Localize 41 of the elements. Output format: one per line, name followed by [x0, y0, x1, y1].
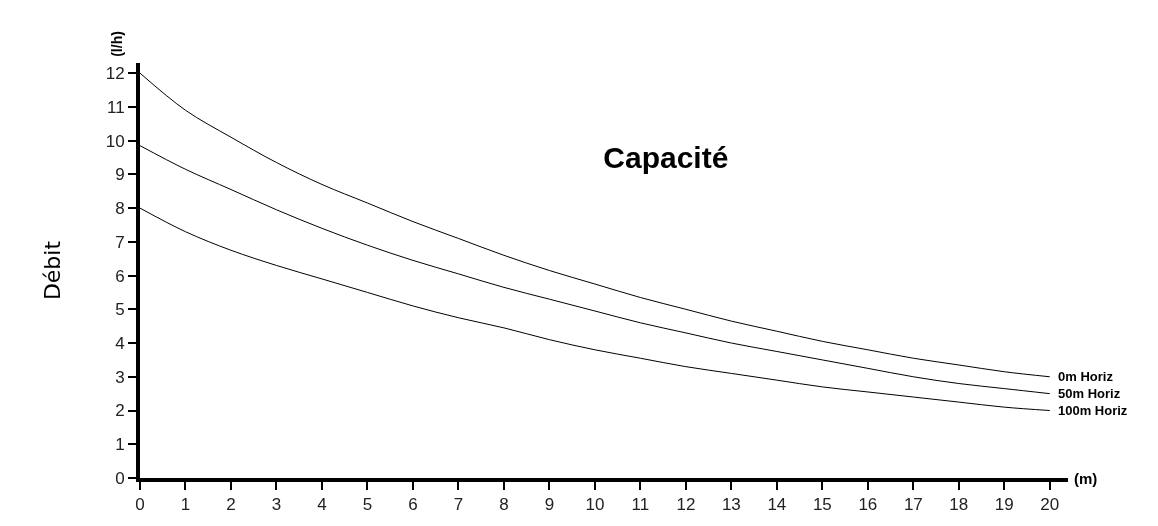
x-tick-label: 6	[408, 495, 418, 515]
text: (m)	[1074, 470, 1098, 487]
series-label: 50m Horiz	[1058, 386, 1121, 401]
y-tick-label: 2	[115, 401, 125, 421]
y-tick-label: 7	[115, 232, 125, 252]
x-tick-label: 1	[180, 495, 191, 515]
x-tick-label: 9	[544, 495, 555, 515]
x-tick-label: 4	[317, 495, 327, 515]
y-tick-label: 3	[115, 367, 125, 387]
y-tick-label: 9	[115, 165, 125, 185]
x-tick-label: 5	[362, 495, 373, 515]
x-tick-label: 7	[453, 495, 464, 515]
x-tick-label: 20	[1040, 495, 1060, 515]
series-label: 0m Horiz	[1058, 369, 1114, 384]
y-tick-label: 12	[105, 64, 125, 84]
y-tick-label: 11	[106, 97, 125, 117]
x-tick-label: 0	[135, 495, 145, 515]
y-tick-label: 5	[115, 300, 125, 320]
x-tick-label: 16	[858, 495, 878, 515]
x-tick-label: 10	[585, 495, 605, 515]
y-tick-label: 10	[105, 131, 125, 151]
text: (l/h)	[108, 31, 125, 57]
text: Capacité	[603, 141, 729, 175]
x-tick-label: 12	[676, 495, 696, 515]
y-tick-label: 6	[115, 266, 125, 286]
y-tick-label: 1	[115, 435, 125, 455]
y-tick-label: 8	[115, 199, 125, 219]
x-tick-label: 11	[631, 495, 650, 515]
x-tick-label: 2	[226, 495, 236, 515]
x-tick-label: 18	[949, 495, 969, 515]
series-label: 100m Horiz	[1058, 403, 1128, 418]
y-tick-label: 4	[115, 333, 125, 353]
x-tick-label: 13	[721, 495, 741, 515]
x-tick-label: 19	[994, 495, 1014, 515]
x-tick-label: 3	[271, 495, 282, 515]
y-axis-title: Débit	[39, 240, 65, 301]
x-tick-label: 8	[499, 495, 509, 515]
x-tick-label: 15	[812, 495, 832, 515]
x-tick-label: 14	[767, 495, 787, 515]
y-tick-label: 0	[115, 468, 125, 488]
x-tick-label: 17	[903, 495, 923, 515]
